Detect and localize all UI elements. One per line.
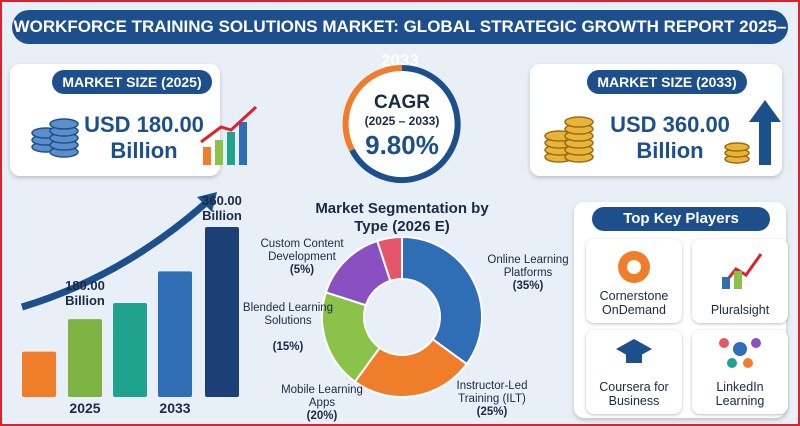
pie-title: Market Segmentation by Type (2026 E) [315,200,489,235]
segment-value-label: (25%) [476,406,508,418]
segment-label: Instructor-Led Training (ILT) [456,380,528,405]
x-tick-label: 2025 [69,400,100,416]
segment-label: Online Learning Platforms [487,254,569,279]
market-2025-unit: Billion [110,138,178,163]
donut-segment [353,337,469,398]
annotation: 180.00 [65,278,105,293]
key-player: Pluralsight [692,239,788,323]
market-2033-unit: Billion [636,138,704,163]
header-title: WORKFORCE TRAINING SOLUTIONS MARKET: GLO… [12,10,788,70]
bar [68,319,102,397]
donut-chart [321,235,483,398]
bar [113,303,147,397]
annotation: 360.00 [202,193,242,208]
cagr-period: (2025 – 2033) [364,114,440,128]
cagr-ring [342,64,461,183]
segment-value-label: (15%) [272,341,304,353]
bar [205,227,239,397]
bar [22,351,56,397]
segment-value-label: (20%) [306,410,338,422]
segment-label: Custom Content Development [260,238,344,263]
annotation: Billion [65,293,105,308]
coins-arrow-icon [544,100,781,165]
donut-segment [376,235,403,283]
segment-label: Mobile Learning Apps [281,384,363,409]
market-2025-label: MARKET SIZE (2025) [52,70,212,94]
x-tick-label: 2033 [159,400,190,416]
market-2025-value: USD 180.00 [84,112,204,137]
segment-value-label: (35%) [512,280,544,292]
coins-icon [31,105,258,165]
donut-segment [401,235,483,366]
cagr-value: 9.80% [365,130,439,160]
segment-label: Blended Learning Solutions [242,302,334,327]
bar [158,271,192,397]
segment-value-label: (5%) [289,264,315,276]
market-2033-label: MARKET SIZE (2033) [587,70,747,94]
player-icons [616,251,763,368]
market-2033-value: USD 360.00 [610,112,730,137]
annotation: Billion [202,208,242,223]
cagr-label: CAGR [374,92,430,113]
key-players-title: Top Key Players [592,207,770,231]
